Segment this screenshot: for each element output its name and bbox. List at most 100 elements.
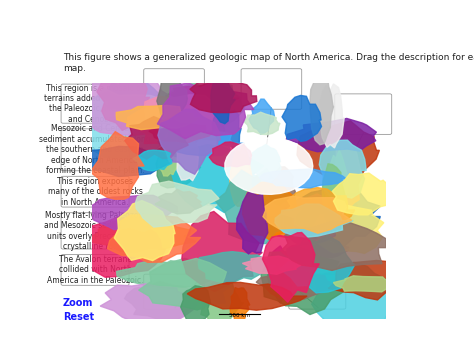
Polygon shape [332,173,394,215]
Polygon shape [116,105,200,130]
Polygon shape [327,178,357,238]
Polygon shape [90,132,144,199]
Text: This region is a mosaic of
terrains added throughout
the Paleozoic, Mesozoic,
an: This region is a mosaic of terrains adde… [44,83,146,124]
Polygon shape [69,146,173,176]
Polygon shape [97,66,150,130]
Text: The Avalon terrane
collided with North
America in the Paleozoic.: The Avalon terrane collided with North A… [47,255,143,285]
Polygon shape [76,88,175,158]
Polygon shape [275,204,353,237]
FancyBboxPatch shape [61,176,129,207]
Polygon shape [280,235,355,293]
Polygon shape [215,168,299,244]
FancyBboxPatch shape [144,274,204,309]
Polygon shape [267,246,293,303]
Polygon shape [164,83,239,111]
Polygon shape [263,233,319,302]
Polygon shape [114,201,175,261]
Polygon shape [325,150,348,217]
Polygon shape [76,216,165,277]
FancyBboxPatch shape [241,69,301,109]
Polygon shape [212,107,241,149]
Polygon shape [175,132,199,181]
Polygon shape [155,189,202,214]
Polygon shape [196,277,244,324]
Text: Mesozoic and Cenozoic
sediment accumulated along
the southern and eastern
edge o: Mesozoic and Cenozoic sediment accumulat… [39,125,151,175]
Polygon shape [310,67,334,145]
Polygon shape [252,144,281,182]
Polygon shape [256,270,335,300]
Polygon shape [85,195,178,231]
Polygon shape [282,95,321,142]
Polygon shape [181,286,210,325]
Polygon shape [73,69,180,135]
Polygon shape [187,282,307,310]
Text: Reset: Reset [63,312,94,322]
Polygon shape [239,215,346,237]
FancyBboxPatch shape [61,254,129,285]
Polygon shape [328,261,412,300]
Polygon shape [100,77,158,119]
FancyBboxPatch shape [61,84,129,123]
Polygon shape [182,212,262,291]
Polygon shape [139,258,232,310]
Polygon shape [312,262,400,337]
Polygon shape [158,155,179,176]
FancyBboxPatch shape [289,274,346,309]
Polygon shape [157,74,188,120]
Polygon shape [157,80,254,139]
Polygon shape [136,181,219,227]
Polygon shape [282,188,355,230]
Polygon shape [297,121,379,178]
Polygon shape [237,192,268,254]
Polygon shape [125,117,188,159]
Polygon shape [314,205,384,253]
Polygon shape [320,84,344,148]
Polygon shape [259,169,346,188]
Polygon shape [242,256,301,274]
Polygon shape [244,112,280,135]
Text: This figure shows a generalized geologic map of North America. Drag the descript: This figure shows a generalized geologic… [63,53,474,73]
Polygon shape [117,258,229,287]
Text: 500 km: 500 km [229,313,250,318]
Text: Mostly flat-lying Paleozoic
and Mesozoic sedimentary
units overly Precambrian
cr: Mostly flat-lying Paleozoic and Mesozoic… [44,211,146,251]
Polygon shape [322,164,346,227]
Polygon shape [128,95,228,150]
Polygon shape [100,284,197,323]
Polygon shape [225,138,313,194]
Polygon shape [133,150,172,171]
Polygon shape [268,167,295,205]
Polygon shape [291,188,380,246]
FancyBboxPatch shape [335,94,392,134]
Text: This region exposes
many of the oldest rocks
in North America.: This region exposes many of the oldest r… [47,177,143,207]
Polygon shape [149,123,213,143]
Polygon shape [190,79,257,113]
Polygon shape [319,140,366,198]
Polygon shape [230,287,250,323]
Polygon shape [230,143,252,208]
Polygon shape [333,276,396,292]
Polygon shape [169,145,264,212]
Polygon shape [286,118,376,152]
Polygon shape [156,143,201,188]
Polygon shape [158,130,245,156]
Polygon shape [87,219,196,253]
Polygon shape [249,99,274,134]
Polygon shape [211,77,235,124]
Polygon shape [333,139,363,211]
FancyBboxPatch shape [61,213,129,249]
Polygon shape [198,252,276,283]
Text: Zoom: Zoom [63,298,93,308]
FancyBboxPatch shape [144,69,204,109]
Polygon shape [210,142,252,167]
Polygon shape [243,179,301,240]
Polygon shape [287,240,349,260]
FancyBboxPatch shape [61,129,129,171]
Polygon shape [165,82,245,131]
Polygon shape [283,194,346,245]
Polygon shape [261,247,343,314]
Polygon shape [125,281,207,321]
Polygon shape [263,196,352,233]
Polygon shape [281,221,386,270]
Polygon shape [158,109,220,174]
Polygon shape [108,215,201,262]
